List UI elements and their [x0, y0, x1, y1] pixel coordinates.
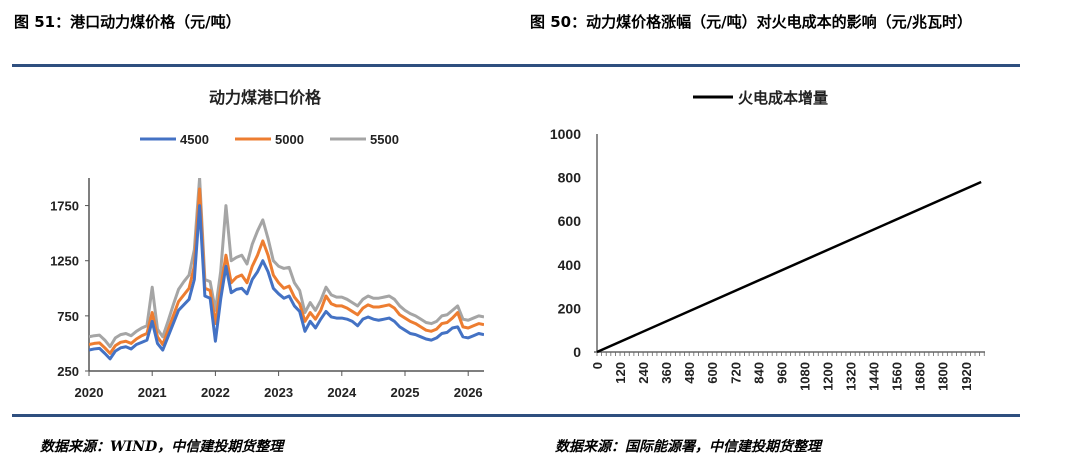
bottom-divider — [12, 414, 1020, 417]
legend-label-5500: 5500 — [370, 132, 399, 147]
right-legend: 火电成本增量 — [693, 89, 828, 107]
y-tick-label: 1250 — [50, 254, 79, 269]
x-tick-label: 600 — [705, 362, 720, 384]
y-tick-label: 250 — [57, 364, 79, 379]
y-tick-label: 600 — [558, 213, 582, 229]
x-tick-label: 1560 — [890, 362, 905, 391]
x-tick-label: 1320 — [844, 362, 859, 391]
x-tick-label: 1800 — [936, 362, 951, 391]
left-plot: 250 750 1250 1750 2020 2021 2022 2023 2024 2025 20… — [50, 178, 484, 400]
left-chart-title: 动力煤港口价格 — [209, 88, 322, 107]
right-source-note: 数据来源：国际能源署，中信建投期货整理 — [555, 439, 821, 455]
right-figure-title: 图 50：动力煤价格涨幅（元/吨）对火电成本的影响（元/兆瓦时） — [530, 13, 973, 31]
x-tick-label: 240 — [636, 362, 651, 384]
x-tick-label: 2023 — [264, 385, 293, 400]
legend-label-5000: 5000 — [275, 132, 304, 147]
x-tick-label: 2020 — [75, 385, 104, 400]
x-tick-label: 1920 — [959, 362, 974, 391]
y-tick-label: 200 — [558, 300, 582, 316]
series-line — [596, 180, 982, 354]
x-tick-label: 1680 — [913, 362, 928, 391]
x-tick-label: 840 — [751, 362, 766, 384]
x-tick-label: 360 — [659, 362, 674, 384]
y-tick-label: 800 — [558, 170, 582, 186]
y-tick-label: 1000 — [550, 126, 581, 142]
x-tick-label: 1080 — [797, 362, 812, 391]
y-tick-label: 400 — [558, 257, 582, 273]
series-line-5000 — [89, 187, 484, 355]
legend-label-4500: 4500 — [180, 132, 209, 147]
x-tick-label: 2026 — [454, 385, 483, 400]
legend-label: 火电成本增量 — [738, 89, 828, 107]
x-tick-label: 960 — [774, 362, 789, 384]
x-tick-label: 2025 — [391, 385, 420, 400]
x-tick-label: 720 — [728, 362, 743, 384]
y-tick-label: 750 — [57, 309, 79, 324]
x-tick-label: 2024 — [327, 385, 357, 400]
y-tick-label: 1750 — [50, 199, 79, 214]
x-tick-label: 2022 — [201, 385, 230, 400]
left-figure-title: 图 51：港口动力煤价格（元/吨） — [14, 13, 241, 31]
right-plot: 0 200 400 600 800 1000 0 120 240 360 480 600 720 840 9… — [550, 126, 985, 391]
left-source-note: 数据来源：WIND，中信建投期货整理 — [40, 439, 284, 455]
x-tick-label: 2021 — [138, 385, 167, 400]
x-tick-label: 1440 — [867, 362, 882, 391]
x-tick-label: 480 — [682, 362, 697, 384]
x-tick-label: 1200 — [820, 362, 835, 391]
x-tick-label: 120 — [613, 362, 628, 384]
series-line-5500 — [89, 178, 484, 349]
top-divider — [12, 64, 1020, 67]
y-tick-label: 0 — [573, 344, 581, 360]
left-legend: 4500 5000 5500 — [140, 132, 399, 147]
x-tick-label: 0 — [590, 362, 605, 369]
series-line-4500 — [89, 204, 484, 361]
